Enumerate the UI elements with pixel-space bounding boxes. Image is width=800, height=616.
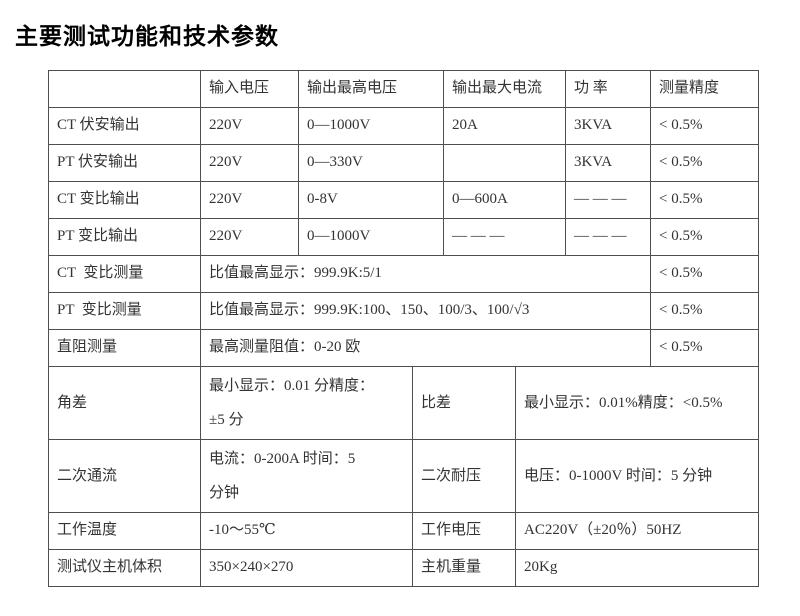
table-row-ct-ratio-output: CT 变比输出 220V 0-8V 0—600A — — — < 0.5% — [48, 181, 760, 219]
row-label: PT 伏安输出 — [48, 144, 201, 182]
row-label-right: 比差 — [411, 366, 517, 440]
table-row-secondary-current: 二次通流 电流：0-200A 时间：5 分钟 二次耐压 电压：0-1000V 时… — [48, 439, 760, 513]
table-row-pt-va-output: PT 伏安输出 220V 0—330V 3KVA < 0.5% — [48, 144, 760, 182]
cell-accuracy: < 0.5% — [650, 292, 760, 330]
cell-max-voltage: 0—1000V — [297, 218, 445, 256]
header-cell-max-output-current: 输出最大电流 — [443, 70, 567, 108]
row-label: CT 变比输出 — [48, 181, 201, 219]
row-label: 角差 — [48, 366, 201, 440]
spec-table: 输入电压 输出最高电压 输出最大电流 功 率 测量精度 CT 伏安输出 220V… — [48, 70, 760, 587]
cell-accuracy: < 0.5% — [650, 255, 760, 293]
header-row: 输入电压 输出最高电压 输出最大电流 功 率 测量精度 — [48, 70, 760, 108]
row-label-right: 二次耐压 — [411, 439, 517, 513]
cell-power: — — — — [565, 181, 652, 219]
cell-max-current: 20A — [443, 107, 567, 145]
cell-value-left: 电流：0-200A 时间：5 分钟 — [200, 439, 413, 513]
header-cell-blank — [48, 70, 201, 108]
row-label: 测试仪主机体积 — [48, 549, 201, 587]
row-label: PT 变比输出 — [48, 218, 201, 256]
table-row-dc-resistance-measure: 直阻测量 最高测量阻值：0-20 欧 < 0.5% — [48, 329, 760, 367]
header-cell-max-output-voltage: 输出最高电压 — [297, 70, 445, 108]
cell-accuracy: < 0.5% — [650, 329, 760, 367]
cell-value-right: 电压：0-1000V 时间：5 分钟 — [515, 439, 760, 513]
table-row-ct-ratio-measure: CT 变比测量 比值最高显示：999.9K:5/1 < 0.5% — [48, 255, 760, 293]
cell-accuracy: < 0.5% — [650, 218, 760, 256]
row-label: 二次通流 — [48, 439, 201, 513]
row-label: PT 变比测量 — [48, 292, 201, 330]
header-cell-power: 功 率 — [565, 70, 652, 108]
cell-max-current — [443, 144, 567, 182]
table-row-ct-va-output: CT 伏安输出 220V 0—1000V 20A 3KVA < 0.5% — [48, 107, 760, 145]
cell-measure-value: 比值最高显示：999.9K:5/1 — [199, 255, 652, 293]
cell-value-left: 最小显示：0.01 分精度： ±5 分 — [200, 366, 413, 440]
cell-max-voltage: 0—1000V — [297, 107, 445, 145]
cell-accuracy: < 0.5% — [650, 181, 760, 219]
cell-input-voltage: 220V — [200, 107, 299, 145]
cell-accuracy: < 0.5% — [650, 107, 760, 145]
cell-value-right: 最小显示：0.01%精度：<0.5% — [515, 366, 760, 440]
header-cell-accuracy: 测量精度 — [650, 70, 760, 108]
row-label-right: 主机重量 — [411, 549, 517, 587]
cell-max-voltage: 0—330V — [297, 144, 445, 182]
cell-input-voltage: 220V — [200, 218, 299, 256]
cell-max-current: — — — — [443, 218, 567, 256]
cell-power: — — — — [565, 218, 652, 256]
cell-value-right: 20Kg — [515, 549, 760, 587]
cell-max-current: 0—600A — [443, 181, 567, 219]
row-label: 直阻测量 — [48, 329, 201, 367]
cell-value-left: -10～55℃ — [200, 512, 413, 550]
cell-input-voltage: 220V — [200, 144, 299, 182]
table-row-angle-error: 角差 最小显示：0.01 分精度： ±5 分 比差 最小显示：0.01%精度：<… — [48, 366, 760, 440]
table-row-pt-ratio-measure: PT 变比测量 比值最高显示：999.9K:100、150、100/3、100/… — [48, 292, 760, 330]
row-label: CT 变比测量 — [48, 255, 201, 293]
row-label: 工作温度 — [48, 512, 201, 550]
table-row-working-temperature: 工作温度 -10～55℃ 工作电压 AC220V（±20％）50HZ — [48, 512, 760, 550]
cell-accuracy: < 0.5% — [650, 144, 760, 182]
row-label: CT 伏安输出 — [48, 107, 201, 145]
page-title: 主要测试功能和技术参数 — [15, 24, 279, 49]
cell-max-voltage: 0-8V — [297, 181, 445, 219]
header-cell-input-voltage: 输入电压 — [200, 70, 299, 108]
cell-input-voltage: 220V — [200, 181, 299, 219]
cell-value-right: AC220V（±20％）50HZ — [515, 512, 760, 550]
cell-measure-value: 比值最高显示：999.9K:100、150、100/3、100/√3 — [199, 292, 652, 330]
cell-power: 3KVA — [565, 107, 652, 145]
cell-power: 3KVA — [565, 144, 652, 182]
table-row-host-dimensions: 测试仪主机体积 350×240×270 主机重量 20Kg — [48, 549, 760, 587]
table-row-pt-ratio-output: PT 变比输出 220V 0—1000V — — — — — — < 0.5% — [48, 218, 760, 256]
cell-measure-value: 最高测量阻值：0-20 欧 — [199, 329, 652, 367]
row-label-right: 工作电压 — [411, 512, 517, 550]
cell-value-left: 350×240×270 — [200, 549, 413, 587]
